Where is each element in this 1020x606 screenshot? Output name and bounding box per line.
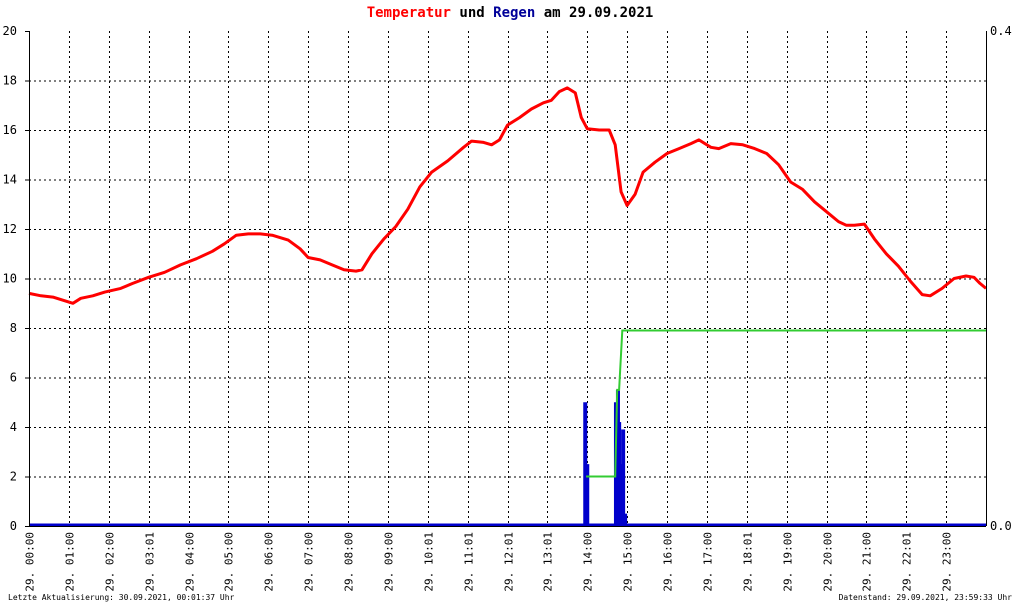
rain-bar [623, 513, 628, 526]
x-tick-label: 29. 04:00 [184, 532, 197, 592]
y-tick-label-left: 16 [3, 123, 17, 137]
plot-background [29, 31, 986, 526]
footer-last-update: Letzte Aktualisierung: 30.09.2021, 00:01… [8, 593, 235, 602]
rain-sum-line [586, 329, 986, 478]
y-tick-label-left: 14 [3, 173, 17, 187]
x-tick-label: 29. 01:00 [64, 532, 77, 592]
series-lines [28, 86, 987, 527]
y-tick-label-left: 6 [10, 371, 17, 385]
x-tick-label: 29. 12:01 [503, 532, 516, 592]
x-tick-label: 29. 16:00 [662, 532, 675, 592]
x-tick-label: 29. 08:00 [343, 532, 356, 592]
x-tick-label: 29. 18:01 [742, 532, 755, 592]
y-tick-label-left: 18 [3, 74, 17, 88]
x-tick-label: 29. 11:01 [463, 532, 476, 592]
title-date: am 29.09.2021 [535, 5, 654, 21]
x-tick-label: 29. 09:00 [383, 532, 396, 592]
x-tick-label: 29. 05:00 [223, 532, 236, 592]
x-tick-label: 29. 20:00 [822, 532, 835, 592]
footer-data-status: Datenstand: 29.09.2021, 23:59:33 Uhr [838, 593, 1012, 602]
x-tick-label: 29. 10:01 [423, 532, 436, 592]
rain-bar [585, 464, 590, 526]
x-axis-tick-labels: 29. 00:00 29. 01:00 29. 02:00 29. 03:01 29. … [24, 532, 954, 592]
x-tick-label: 29. 03:01 [144, 532, 157, 592]
y-tick-label-right: 0.4 [990, 24, 1012, 38]
x-tick-label: 29. 21:00 [861, 532, 874, 592]
x-tick-label: 29. 15:00 [622, 532, 635, 592]
title-regen: Regen [493, 5, 536, 21]
temperature-line [28, 86, 987, 305]
x-tick-label: 29. 13:01 [542, 532, 555, 592]
x-tick-label: 29. 02:00 [104, 532, 117, 592]
plot-area [29, 31, 986, 526]
title-und: und [450, 5, 494, 21]
x-tick-label: 29. 07:00 [303, 532, 316, 592]
y-tick-label-left: 8 [10, 321, 17, 335]
y-tick-label-right: 0.0 [990, 519, 1012, 533]
y-tick-label-left: 0 [10, 519, 17, 533]
axes [25, 31, 987, 527]
y-tick-label-left: 12 [3, 222, 17, 236]
title-temperature: Temperatur [366, 5, 451, 21]
y-tick-label-left: 4 [10, 420, 17, 434]
x-tick-label: 29. 22:01 [901, 532, 914, 592]
y-tick-label-left: 2 [10, 470, 17, 484]
x-tick-label: 29. 06:00 [263, 532, 276, 592]
x-tick-label: 29. 14:00 [582, 532, 595, 592]
chart-title: Temperatur und Regen am 29.09.2021 [0, 5, 1020, 21]
y-tick-label-left: 10 [3, 272, 17, 286]
y-tick-label-left: 20 [3, 24, 17, 38]
x-tick-label: 29. 19:00 [782, 532, 795, 592]
x-tick-label: 29. 00:00 [24, 532, 37, 592]
rain-bar [621, 429, 626, 526]
y-axis-tick-labels: 0 2 4 6 8 10 12 14 16 18 20 0.0 0.4 [3, 24, 1012, 533]
x-tick-label: 29. 23:00 [941, 532, 954, 592]
x-tick-label: 29. 17:00 [702, 532, 715, 592]
